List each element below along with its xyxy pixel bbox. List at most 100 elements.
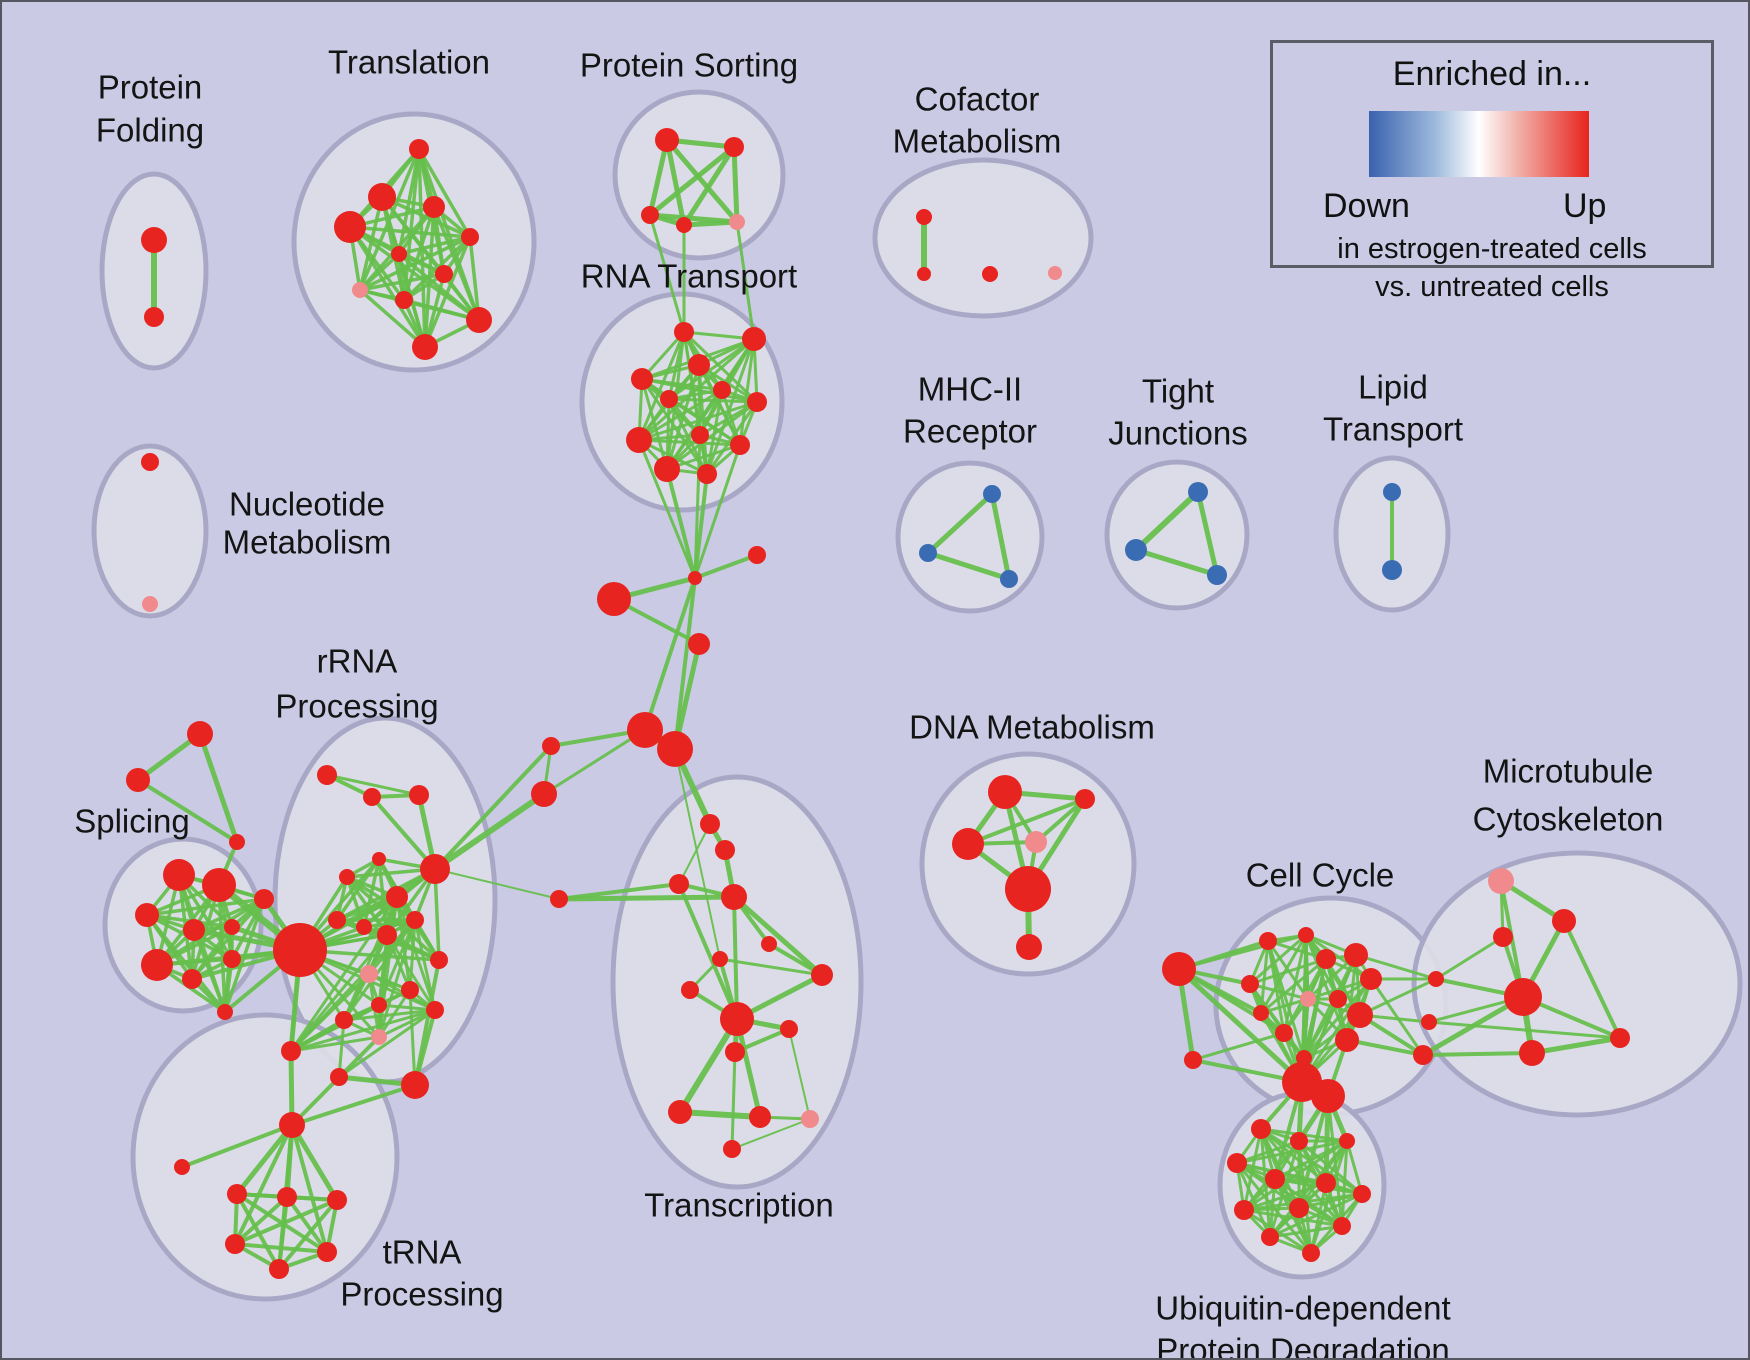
node-tr12[interactable] — [749, 1106, 771, 1128]
node-c15[interactable] — [1421, 1014, 1437, 1030]
node-ccb[interactable] — [1184, 1051, 1202, 1069]
node-tr9[interactable] — [780, 1020, 798, 1038]
node-cn2[interactable] — [531, 781, 557, 807]
node-rt12[interactable] — [697, 464, 717, 484]
node-rr1[interactable] — [317, 765, 337, 785]
node-d3[interactable] — [952, 828, 984, 860]
node-tr8[interactable] — [681, 981, 699, 999]
node-T[interactable] — [720, 1002, 754, 1036]
node-cf2[interactable] — [917, 267, 931, 281]
node-pf2[interactable] — [144, 307, 164, 327]
node-tr7[interactable] — [811, 964, 833, 986]
node-rr10[interactable] — [377, 925, 397, 945]
node-tr5[interactable] — [761, 936, 777, 952]
node-rr12[interactable] — [401, 981, 419, 999]
node-ch5[interactable] — [627, 712, 663, 748]
node-rr2[interactable] — [363, 788, 381, 806]
node-u11[interactable] — [1333, 1217, 1351, 1235]
node-st3[interactable] — [229, 834, 245, 850]
node-tj2[interactable] — [1125, 539, 1147, 561]
node-c9[interactable] — [1335, 1028, 1359, 1052]
node-ps3[interactable] — [641, 206, 659, 224]
node-h2[interactable] — [277, 1187, 297, 1207]
node-rt8[interactable] — [691, 426, 709, 444]
node-rr6[interactable] — [386, 886, 408, 908]
node-rt4[interactable] — [631, 368, 653, 390]
node-m3[interactable] — [1493, 927, 1513, 947]
node-ps4[interactable] — [676, 217, 692, 233]
node-rh[interactable] — [420, 854, 450, 884]
node-m5[interactable] — [1610, 1028, 1630, 1048]
node-rr17[interactable] — [371, 1029, 387, 1045]
node-sp10[interactable] — [217, 1004, 233, 1020]
node-u5[interactable] — [1265, 1169, 1285, 1189]
node-mh2[interactable] — [919, 544, 937, 562]
node-sp4[interactable] — [183, 919, 205, 941]
node-u12[interactable] — [1302, 1244, 1320, 1262]
node-u6[interactable] — [1316, 1173, 1336, 1193]
node-u10[interactable] — [1261, 1228, 1279, 1246]
node-rr8[interactable] — [356, 919, 372, 935]
node-st2[interactable] — [126, 768, 150, 792]
node-rt10[interactable] — [730, 435, 750, 455]
node-u4[interactable] — [1227, 1153, 1247, 1173]
node-rt5[interactable] — [713, 381, 731, 399]
node-mh1[interactable] — [983, 485, 1001, 503]
node-rr15[interactable] — [335, 1011, 353, 1029]
node-Y[interactable] — [330, 1068, 348, 1086]
node-m2[interactable] — [1552, 909, 1576, 933]
node-X[interactable] — [281, 1041, 301, 1061]
node-t6[interactable] — [391, 246, 407, 262]
node-st1[interactable] — [187, 721, 213, 747]
node-rr9[interactable] — [406, 911, 424, 929]
node-mh3[interactable] — [1000, 570, 1018, 588]
node-tl[interactable] — [174, 1159, 190, 1175]
node-u3[interactable] — [1339, 1133, 1355, 1149]
node-t10[interactable] — [466, 307, 492, 333]
node-u7[interactable] — [1353, 1185, 1371, 1203]
node-tr10[interactable] — [725, 1042, 745, 1062]
node-ch2[interactable] — [748, 546, 766, 564]
node-t1[interactable] — [409, 139, 429, 159]
node-c11[interactable] — [1253, 1005, 1269, 1021]
node-ps5[interactable] — [729, 214, 745, 230]
node-cf3[interactable] — [982, 266, 998, 282]
node-rt7[interactable] — [660, 390, 678, 408]
node-pf1[interactable] — [141, 227, 167, 253]
node-c2[interactable] — [1259, 932, 1277, 950]
node-cn1[interactable] — [542, 737, 560, 755]
node-tj3[interactable] — [1207, 565, 1227, 585]
node-M[interactable] — [1504, 978, 1542, 1016]
node-rr4[interactable] — [372, 852, 386, 866]
node-d2[interactable] — [1075, 789, 1095, 809]
node-sp6[interactable] — [254, 889, 274, 909]
node-rt2[interactable] — [742, 327, 766, 351]
node-R[interactable] — [273, 923, 327, 977]
node-c10[interactable] — [1275, 1024, 1293, 1042]
node-ps1[interactable] — [655, 128, 679, 152]
node-rr5[interactable] — [339, 869, 355, 885]
node-t11[interactable] — [412, 334, 438, 360]
node-lt1[interactable] — [1383, 483, 1401, 501]
node-t3[interactable] — [423, 196, 445, 218]
node-rr7[interactable] — [328, 911, 346, 929]
node-ch1[interactable] — [688, 571, 702, 585]
node-sp5[interactable] — [224, 919, 240, 935]
node-rr16[interactable] — [426, 1001, 444, 1019]
node-sp3[interactable] — [135, 903, 159, 927]
node-h1[interactable] — [227, 1184, 247, 1204]
node-tc1[interactable] — [700, 814, 720, 834]
node-t5[interactable] — [461, 228, 479, 246]
node-t7[interactable] — [435, 265, 453, 283]
node-c4[interactable] — [1316, 949, 1336, 969]
node-cf4[interactable] — [1048, 266, 1062, 280]
node-ch6[interactable] — [657, 731, 693, 767]
node-tr11[interactable] — [668, 1100, 692, 1124]
node-ccl[interactable] — [1162, 952, 1196, 986]
node-d6[interactable] — [1016, 934, 1042, 960]
node-rr3[interactable] — [409, 785, 429, 805]
node-cp[interactable] — [1300, 991, 1316, 1007]
node-sp2[interactable] — [202, 868, 236, 902]
node-sp1[interactable] — [163, 859, 195, 891]
node-c14[interactable] — [1428, 971, 1444, 987]
